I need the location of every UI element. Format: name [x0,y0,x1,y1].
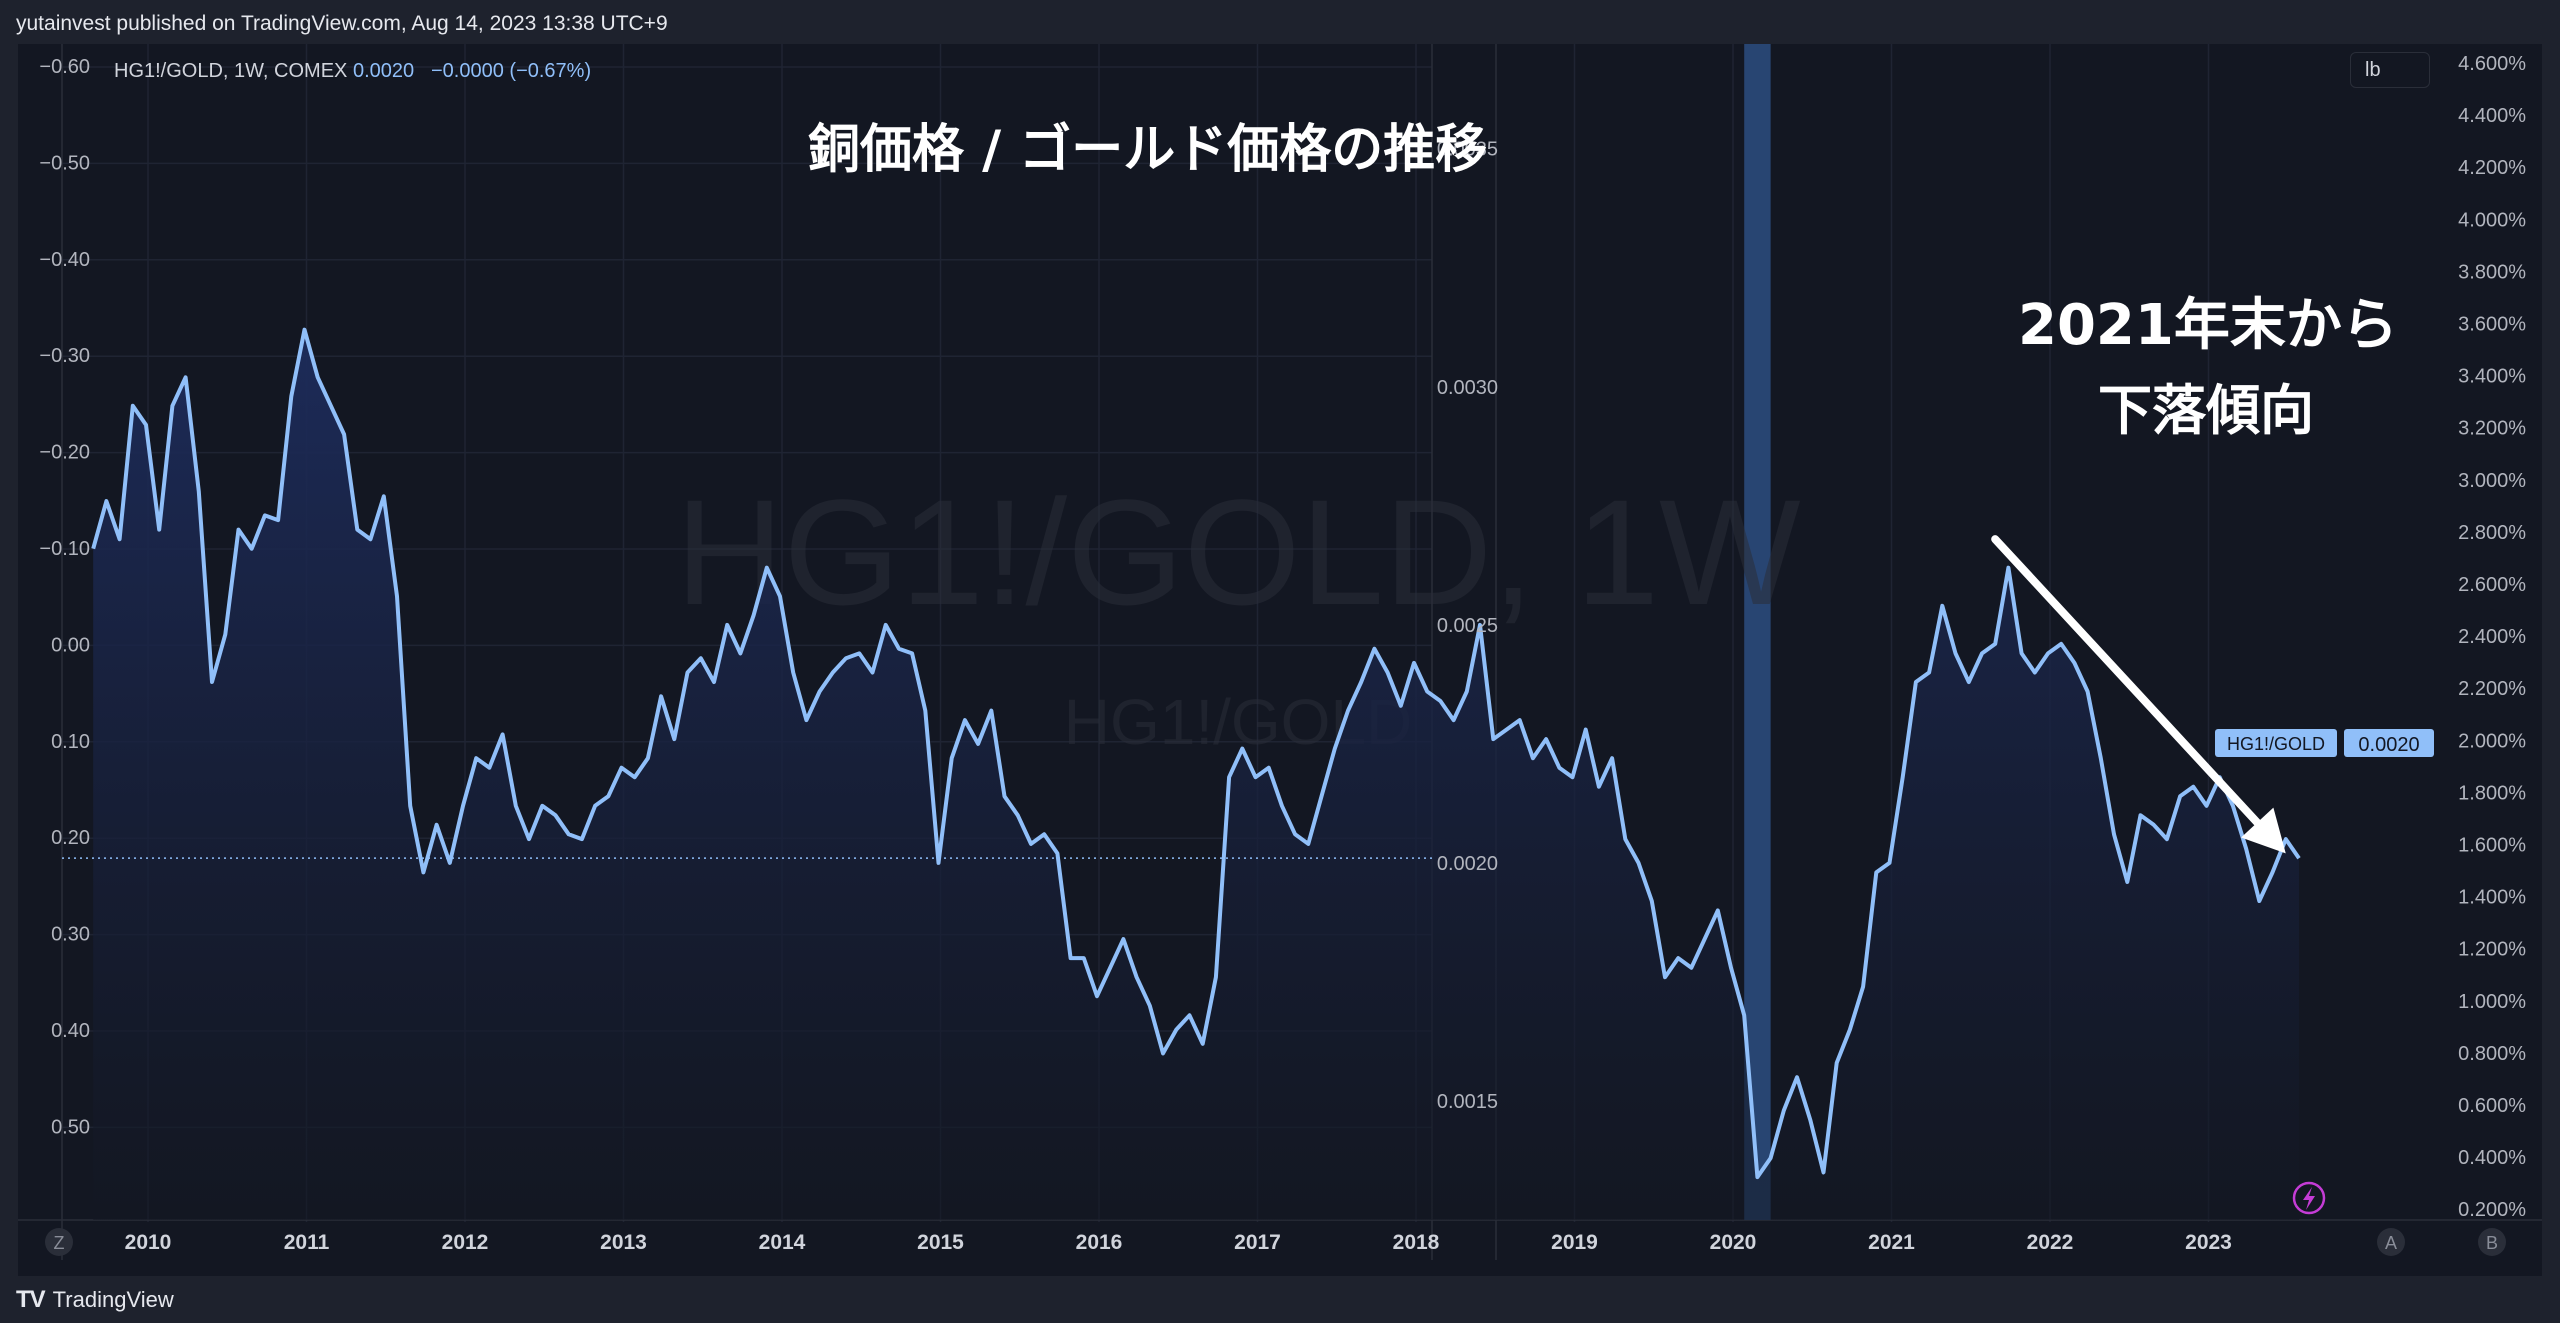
right-price-axis: 0.0035 0.0030 0.0025 0.0020 0.0015 [1437,139,1498,1113]
series-area [93,329,2300,1220]
left-axis-tick: 0.00 [51,634,90,656]
right-pct-tick: 2.800% [2458,522,2526,544]
right-pct-tick: 3.600% [2458,314,2526,336]
left-axis-tick: 0.10 [51,731,90,753]
right-pct-tick: 3.000% [2458,470,2526,492]
time-axis-tick: 2011 [284,1231,330,1254]
unit-selector[interactable]: lb [2350,52,2430,88]
price-tag-value: 0.0020 [2358,734,2419,756]
watermark-main: HG1!/GOLD, 1W [675,468,1801,636]
left-axis-tick: −0.40 [39,249,90,271]
right-pct-tick: 2.400% [2458,626,2526,648]
left-axis-tick: −0.60 [39,56,90,78]
left-axis-tick: 0.50 [51,1116,90,1138]
tradingview-logo-icon: TV [16,1286,46,1313]
right-price-tick: 0.0025 [1437,615,1498,637]
left-axis: −0.60 −0.50 −0.40 −0.30 −0.20 −0.10 0.00 0.10 0.… [39,56,90,1138]
b-scale-button[interactable]: B [2478,1228,2506,1256]
footer-brand-text: TradingView [52,1287,174,1312]
right-pct-tick: 3.800% [2458,261,2526,283]
time-axis-tick: 2015 [917,1231,964,1254]
right-pct-tick: 1.200% [2458,939,2526,961]
right-pct-tick: 3.200% [2458,418,2526,440]
right-pct-tick: 4.400% [2458,105,2526,127]
shaded-period-band [1744,44,1771,1220]
right-pct-tick: 2.000% [2458,730,2526,752]
chart-area[interactable]: HG1!/GOLD, 1W HG1!/GOLD −0.60 −0.50 −0.40−… [18,44,2542,1276]
right-pct-tick: 1.000% [2458,991,2526,1013]
right-pct-tick: 1.600% [2458,835,2526,857]
time-axis-tick: 2010 [125,1231,172,1254]
time-axis-tick: 2023 [2185,1231,2232,1254]
time-axis-tick: 2020 [1710,1231,1757,1254]
legend-change: −0.0000 (−0.67%) [431,60,591,82]
right-pct-tick: 4.000% [2458,209,2526,231]
right-pct-tick: 4.600% [2458,53,2526,75]
trend-arrow[interactable] [1991,535,2286,854]
right-pct-tick: 3.400% [2458,366,2526,388]
left-axis-tick: −0.50 [39,152,90,174]
left-axis-tick: 0.20 [51,827,90,849]
time-axis-tick: 2012 [442,1231,489,1254]
right-price-tick: 0.0020 [1437,853,1498,875]
legend-symbol: HG1!/GOLD, 1W, COMEX [114,60,347,82]
right-pct-tick: 0.600% [2458,1095,2526,1117]
trend-arrow-head [2241,807,2286,854]
time-axis-tick: 2018 [1393,1231,1440,1254]
right-price-tick: 0.0015 [1437,1091,1498,1113]
time-axis-tick: 2016 [1076,1231,1123,1254]
left-axis-tick: 0.40 [51,1020,90,1042]
time-axis: 2010 2011 2012 2013 2014 2015 2016 2017 2018 2019… [125,1231,2232,1254]
right-pct-tick: 0.200% [2458,1199,2526,1221]
left-corner-label: Z [54,1233,65,1253]
left-axis-tick: −0.30 [39,345,90,367]
annotation-trend-line2: 下落傾向 [2098,379,2314,442]
left-axis-tick: 0.30 [51,924,90,946]
legend-price: 0.0020 [353,60,414,82]
right-pct-tick: 2.200% [2458,678,2526,700]
right-percent-axis: 4.600% 4.400% 4.200% 4.000% 3.800% 3.600% 3.40… [2458,53,2526,1221]
series-line [91,327,2301,1180]
auto-scale-label: A [2385,1233,2397,1253]
time-axis-tick: 2014 [759,1231,806,1254]
trend-arrow-line [1991,535,2262,827]
right-price-tick: 0.0030 [1437,377,1498,399]
right-price-tick: 0.0035 [1437,139,1498,161]
left-corner-button[interactable]: Z [45,1228,73,1256]
auto-scale-button[interactable]: A [2377,1228,2405,1256]
left-axis-tick: −0.20 [39,442,90,464]
published-header: yutainvest published on TradingView.com,… [16,12,668,35]
time-axis-tick: 2021 [1868,1231,1915,1254]
price-tag-label: HG1!/GOLD [2227,734,2325,754]
footer-branding[interactable]: TV TradingView [16,1280,174,1320]
annotation-trend-line1: 2021年末から [2018,293,2398,358]
left-axis-tick: −0.10 [39,538,90,560]
time-axis-tick: 2017 [1234,1231,1281,1254]
time-axis-tick: 2013 [600,1231,647,1254]
right-pct-tick: 0.400% [2458,1147,2526,1169]
series-price-tag: HG1!/GOLD 0.0020 [2215,729,2434,757]
right-pct-tick: 4.200% [2458,157,2526,179]
time-axis-tick: 2022 [2027,1231,2074,1254]
chart-svg[interactable]: HG1!/GOLD, 1W HG1!/GOLD −0.60−0.50−0.40−… [18,44,2542,1276]
lightning-icon[interactable] [2292,1181,2326,1215]
time-axis-tick: 2019 [1551,1231,1598,1254]
right-pct-tick: 0.800% [2458,1043,2526,1065]
right-pct-tick: 2.600% [2458,574,2526,596]
right-pct-tick: 1.800% [2458,782,2526,804]
b-scale-label: B [2486,1233,2498,1253]
right-pct-tick: 1.400% [2458,887,2526,909]
annotation-title: 銅価格 / ゴールド価格の推移 [808,120,1487,180]
